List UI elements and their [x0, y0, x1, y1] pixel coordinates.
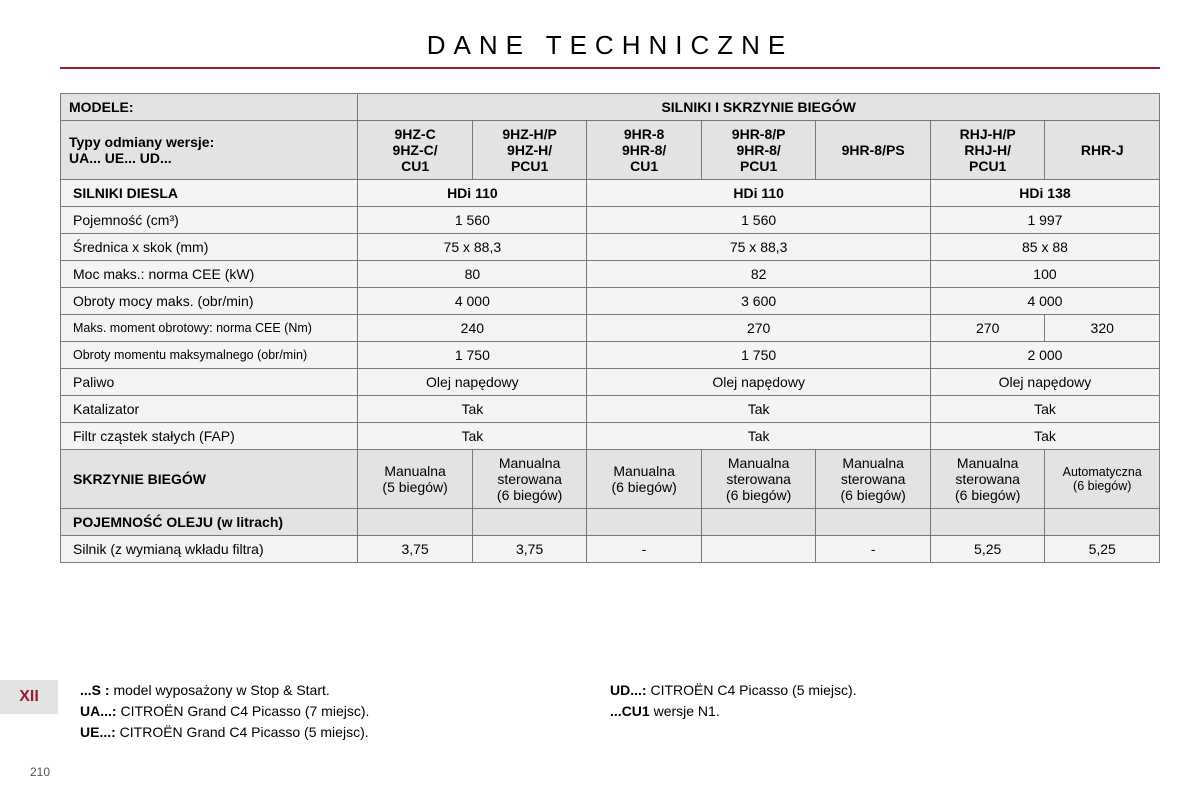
hdr-typy-l2: UA... UE... UD... — [69, 150, 172, 166]
gearbox-c4: Manualnasterowana(6 biegów) — [701, 450, 816, 509]
spec-table: MODELE: SILNIKI I SKRZYNIE BIEGÓW Typy o… — [60, 93, 1160, 563]
gearbox-c1: Manualna(5 biegów) — [358, 450, 473, 509]
row-val: Olej napędowy — [587, 369, 931, 396]
oil-val-5: 5,25 — [930, 536, 1045, 563]
hdr-col-2: 9HR-89HR-8/CU1 — [587, 121, 702, 180]
legend-cu-b: ...CU1 — [610, 703, 650, 719]
page-number: 210 — [30, 765, 50, 779]
row-val: 82 — [587, 261, 931, 288]
row-val: Tak — [358, 423, 587, 450]
oil-val-1: 3,75 — [472, 536, 587, 563]
row-label: Średnica x skok (mm) — [61, 234, 358, 261]
hdr-col-4: 9HR-8/PS — [816, 121, 931, 180]
row-val: 100 — [930, 261, 1159, 288]
hdr-col-0: 9HZ-C9HZ-C/CU1 — [358, 121, 473, 180]
row-val: Tak — [587, 423, 931, 450]
row-val: Tak — [930, 423, 1159, 450]
row-torque-g2: 270 — [587, 315, 931, 342]
page-title: DANE TECHNICZNE — [60, 30, 1160, 61]
row-val: 1 750 — [587, 342, 931, 369]
row-label: Katalizator — [61, 396, 358, 423]
legend-s-t: model wyposażony w Stop & Start. — [110, 682, 330, 698]
row-val: Tak — [930, 396, 1159, 423]
oil-val-0: 3,75 — [358, 536, 473, 563]
row-val: 75 x 88,3 — [358, 234, 587, 261]
row-label: Moc maks.: norma CEE (kW) — [61, 261, 358, 288]
legend-ua-t: CITROËN Grand C4 Picasso (7 miejsc). — [117, 703, 370, 719]
row-label: Pojemność (cm³) — [61, 207, 358, 234]
row-torque-g3b: 320 — [1045, 315, 1160, 342]
gearbox-c2: Manualnasterowana(6 biegów) — [472, 450, 587, 509]
legend-ue-t: CITROËN Grand C4 Picasso (5 miejsc). — [116, 724, 369, 740]
row-val: 1 560 — [587, 207, 931, 234]
legend-ud-b: UD...: — [610, 682, 647, 698]
row-val: 1 750 — [358, 342, 587, 369]
row-val: 3 600 — [587, 288, 931, 315]
row-label: Filtr cząstek stałych (FAP) — [61, 423, 358, 450]
row-label: Obroty momentu maksymalnego (obr/min) — [61, 342, 358, 369]
legend-s-b: ...S : — [80, 682, 110, 698]
gearbox-c7: Automatyczna(6 biegów) — [1045, 450, 1160, 509]
gearbox-c6: Manualnasterowana(6 biegów) — [930, 450, 1045, 509]
hdr-engines: SILNIKI I SKRZYNIE BIEGÓW — [358, 94, 1160, 121]
legend-cu-t: wersje N1. — [650, 703, 720, 719]
row-torque-g3a: 270 — [930, 315, 1045, 342]
row-val: Tak — [587, 396, 931, 423]
section-diesel: SILNIKI DIESLA — [61, 180, 358, 207]
gearbox-c3: Manualna(6 biegów) — [587, 450, 702, 509]
engine-g2: HDi 110 — [587, 180, 931, 207]
hdr-typy-l1: Typy odmiany wersje: — [69, 134, 214, 150]
row-val: 1 997 — [930, 207, 1159, 234]
row-oil-header: POJEMNOŚĆ OLEJU (w litrach) — [61, 509, 358, 536]
title-underline — [60, 67, 1160, 69]
oil-val-6: 5,25 — [1045, 536, 1160, 563]
row-label: Paliwo — [61, 369, 358, 396]
chapter-tab: XII — [0, 680, 58, 714]
oil-val-3 — [701, 536, 816, 563]
row-val: 80 — [358, 261, 587, 288]
hdr-typy: Typy odmiany wersje: UA... UE... UD... — [61, 121, 358, 180]
legend-ud-t: CITROËN C4 Picasso (5 miejsc). — [647, 682, 857, 698]
row-val: 4 000 — [930, 288, 1159, 315]
legend-ue-b: UE...: — [80, 724, 116, 740]
row-label: Obroty mocy maks. (obr/min) — [61, 288, 358, 315]
legend-block: ...S : model wyposażony w Stop & Start. … — [80, 680, 1140, 743]
row-val: 85 x 88 — [930, 234, 1159, 261]
row-val: 1 560 — [358, 207, 587, 234]
oil-val-4: - — [816, 536, 931, 563]
row-val: 75 x 88,3 — [587, 234, 931, 261]
hdr-modele: MODELE: — [61, 94, 358, 121]
row-gearbox-label: SKRZYNIE BIEGÓW — [61, 450, 358, 509]
row-val: Olej napędowy — [930, 369, 1159, 396]
hdr-col-3: 9HR-8/P9HR-8/PCU1 — [701, 121, 816, 180]
row-val: 4 000 — [358, 288, 587, 315]
engine-g1: HDi 110 — [358, 180, 587, 207]
row-val: 2 000 — [930, 342, 1159, 369]
row-torque-label: Maks. moment obrotowy: norma CEE (Nm) — [61, 315, 358, 342]
oil-val-2: - — [587, 536, 702, 563]
row-val: Tak — [358, 396, 587, 423]
row-val: Olej napędowy — [358, 369, 587, 396]
hdr-col-6: RHR-J — [1045, 121, 1160, 180]
row-torque-g1: 240 — [358, 315, 587, 342]
row-oil-label: Silnik (z wymianą wkładu filtra) — [61, 536, 358, 563]
engine-g3: HDi 138 — [930, 180, 1159, 207]
hdr-col-1: 9HZ-H/P9HZ-H/PCU1 — [472, 121, 587, 180]
legend-ua-b: UA...: — [80, 703, 117, 719]
gearbox-c5: Manualnasterowana(6 biegów) — [816, 450, 931, 509]
hdr-col-5: RHJ-H/PRHJ-H/PCU1 — [930, 121, 1045, 180]
